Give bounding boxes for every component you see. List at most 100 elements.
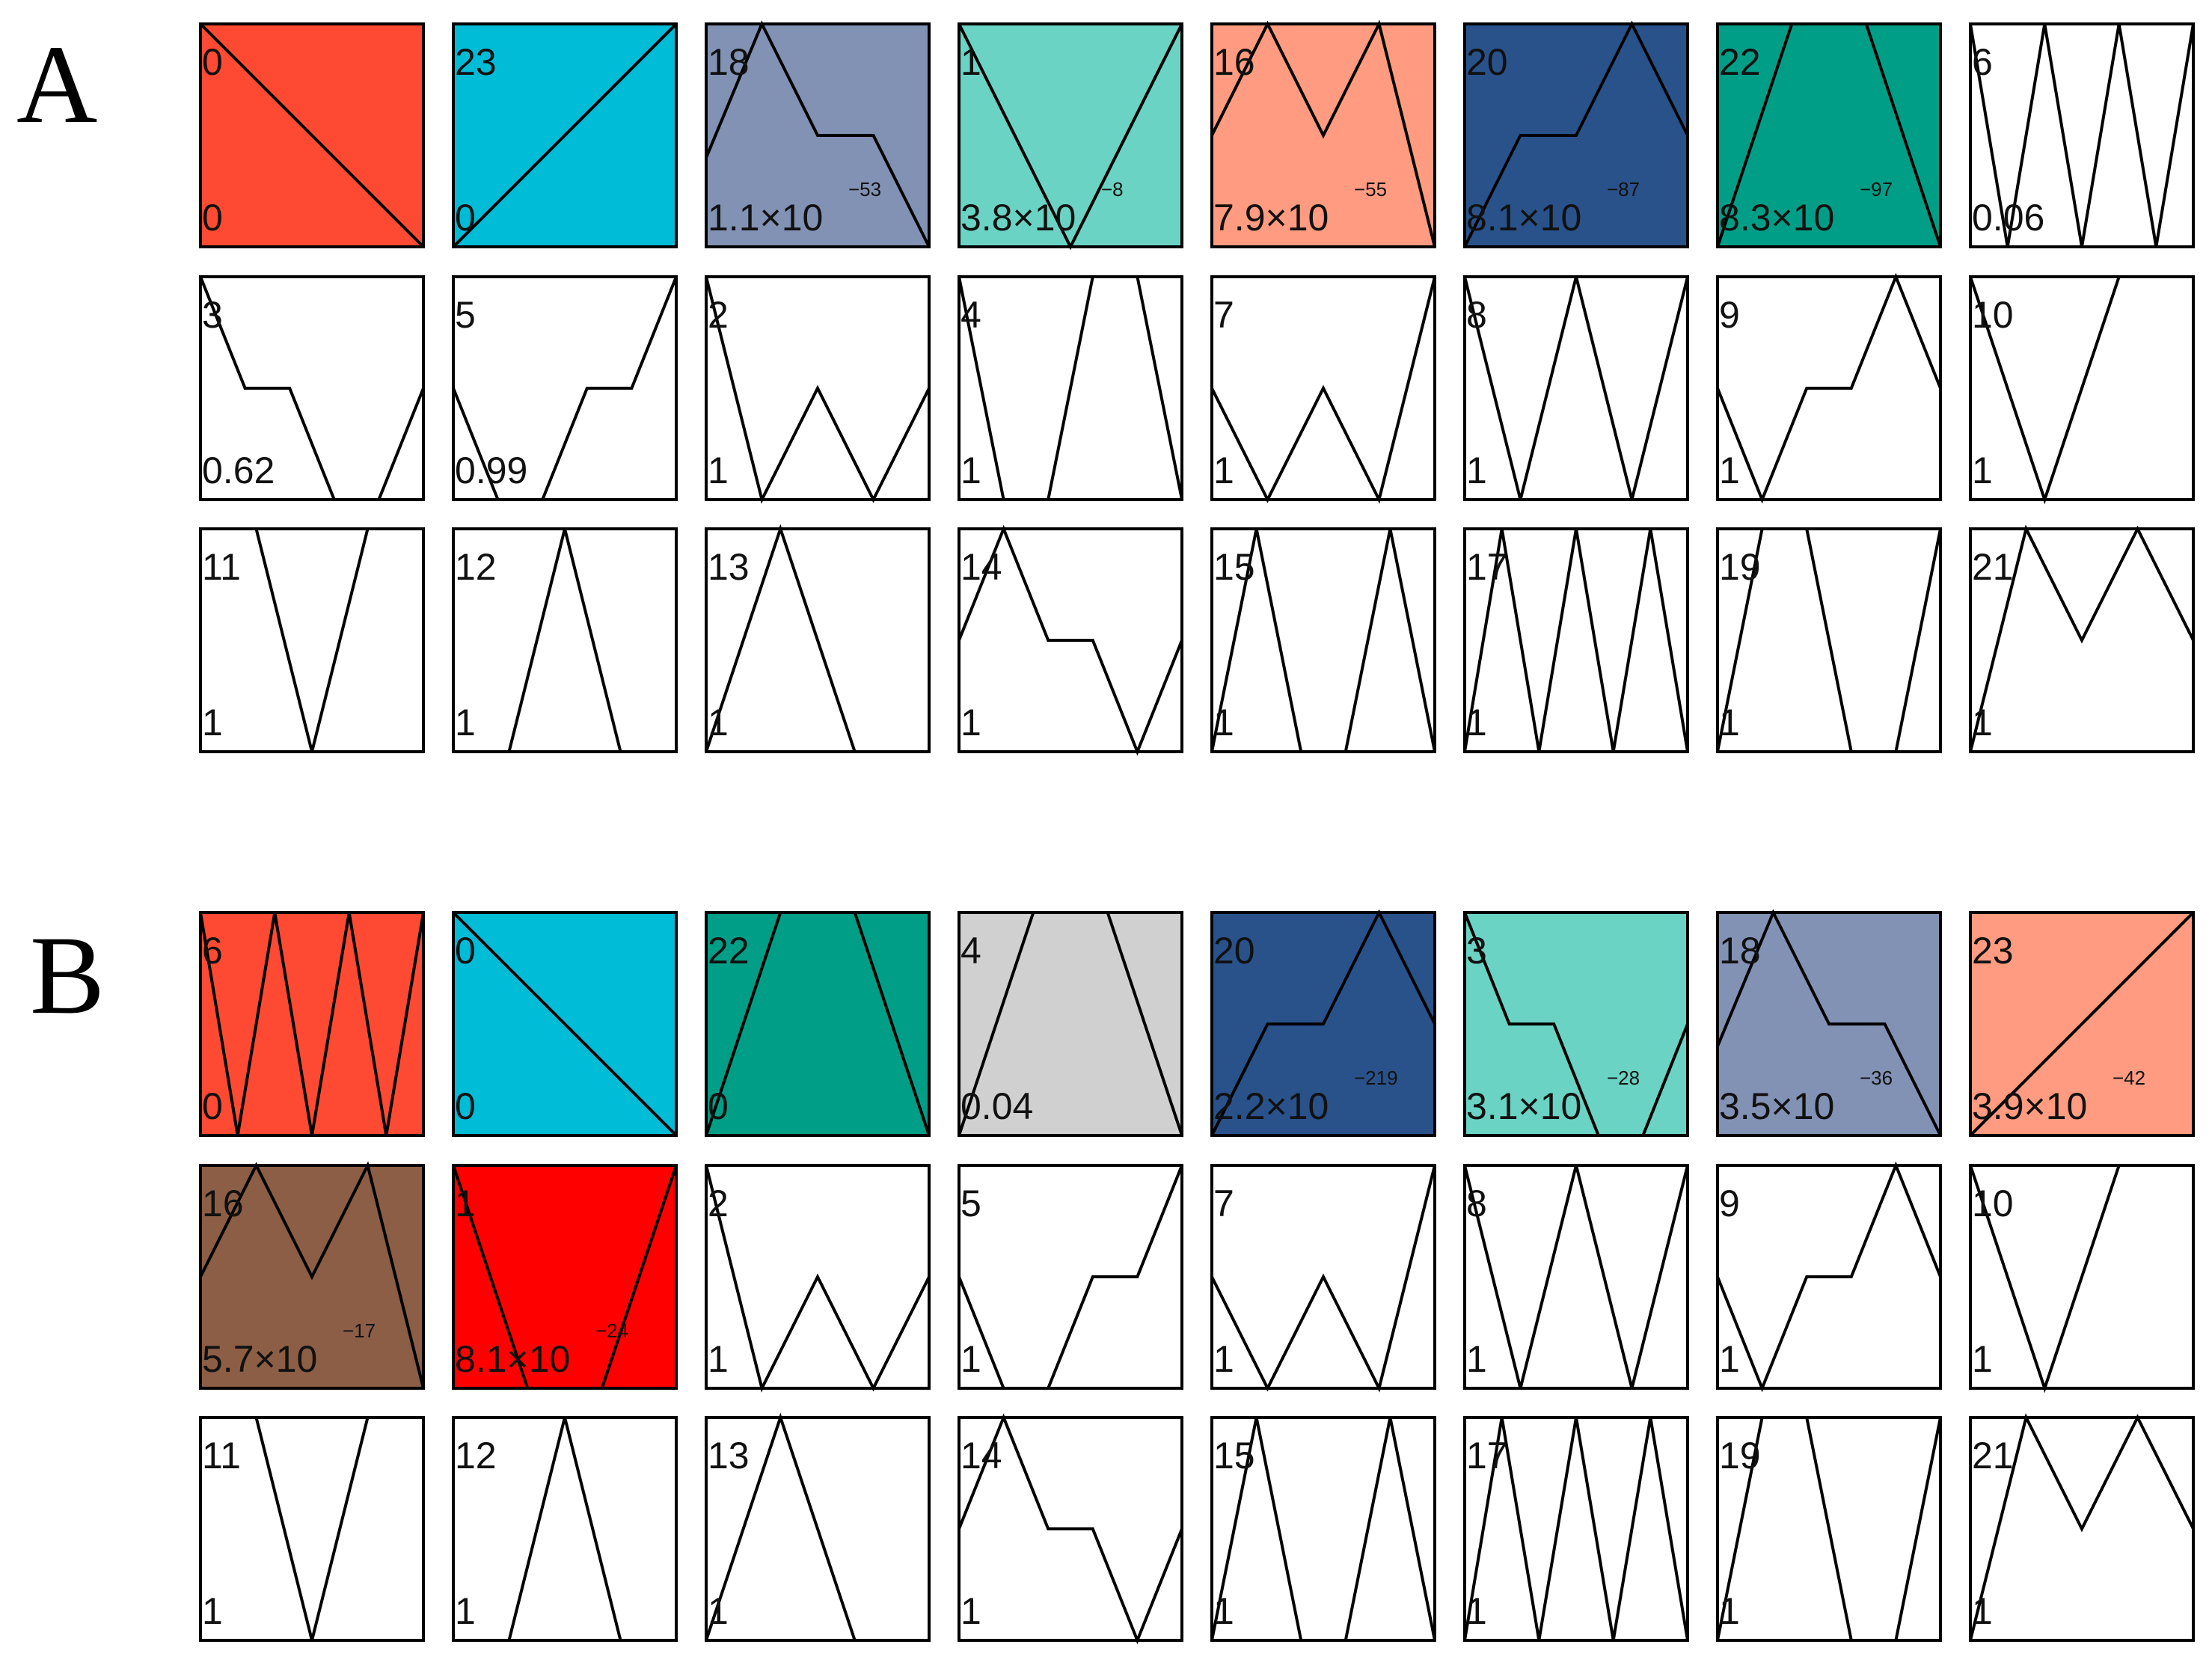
tile-p-value: 0.99 xyxy=(455,450,527,491)
motif-shape-line xyxy=(1210,19,1436,248)
tile-p-value: 1 xyxy=(455,702,476,743)
motif-tile: 14 1 xyxy=(958,524,1183,756)
tile-id-label: 14 xyxy=(961,546,1002,588)
motif-shape-line xyxy=(1969,23,2195,248)
tile-id-label: 13 xyxy=(708,1435,750,1477)
tile-p-value: 3.8×10 xyxy=(961,197,1076,239)
tile-id-label: 22 xyxy=(1719,41,1761,83)
motif-shape-line xyxy=(1210,276,1436,504)
motif-tile: 13 1 xyxy=(705,524,931,753)
motif-shape-line xyxy=(1210,1417,1436,1642)
tile-p-value: 1 xyxy=(1466,450,1487,491)
motif-shape-line xyxy=(958,23,1183,251)
motif-tile: 15 1 xyxy=(1210,527,1436,753)
tile-id-label: 19 xyxy=(1719,1435,1761,1477)
panel-letter-b: B xyxy=(30,913,105,1037)
tile-p-value: 1 xyxy=(202,1590,223,1632)
motif-tile: 111 xyxy=(199,527,425,753)
tile-p-value: 0 xyxy=(455,197,476,239)
tile-background xyxy=(199,275,425,501)
tile-id-label: 16 xyxy=(202,1183,244,1224)
tile-p-value: 7.9×10 xyxy=(1213,197,1329,239)
tile-id-label: 4 xyxy=(961,930,981,972)
motif-shape-line xyxy=(705,524,929,753)
motif-shape-line xyxy=(199,912,425,1136)
motif-tile: 10 1 xyxy=(1969,1164,2195,1393)
tile-id-label: 23 xyxy=(1972,930,2014,972)
tile-id-label: 22 xyxy=(708,930,750,972)
tile-p-value: 1 xyxy=(1719,702,1740,743)
motif-tile: 81 xyxy=(1463,1164,1689,1390)
tile-id-label: 0 xyxy=(202,41,223,83)
tile-id-label: 18 xyxy=(1719,930,1761,972)
motif-shape-line xyxy=(199,1161,425,1389)
tile-id-label: 9 xyxy=(1719,294,1740,336)
tile-background xyxy=(199,1416,425,1642)
tile-p-value: 1 xyxy=(202,702,223,743)
tile-id-label: 23 xyxy=(455,41,497,83)
tile-background xyxy=(452,527,678,753)
motif-shape-line xyxy=(1969,524,2195,752)
motif-tile: 15 1 xyxy=(1210,1416,1436,1642)
motif-tile: 60 xyxy=(199,911,425,1137)
motif-tile: 71 xyxy=(1210,275,1436,504)
motif-tile: 23 0 xyxy=(452,22,678,248)
tile-background xyxy=(199,527,425,753)
tile-p-value: 1 xyxy=(1972,1338,1993,1380)
tile-p-value: 8.1×10 xyxy=(455,1338,570,1380)
tile-grid: 00230181.1×10−5313.8×10−8167.9×10−55208.… xyxy=(199,19,2195,1645)
motif-tile: 40.04 xyxy=(958,911,1183,1137)
panel-letter-a: A xyxy=(16,22,97,147)
tile-background xyxy=(1969,22,2195,248)
tile-p-value: 5.7×10 xyxy=(202,1338,317,1380)
tile-p-value: 1 xyxy=(961,702,981,743)
tile-p-value: 1 xyxy=(708,450,729,491)
tile-id-label: 10 xyxy=(1972,294,2014,336)
motif-tile: 3 3.1×10 −28 xyxy=(1463,911,1689,1137)
motif-tile: 12 1 xyxy=(452,1416,678,1642)
motif-shape-line xyxy=(705,1412,929,1642)
tile-p-value: 1.1×10 xyxy=(708,197,823,239)
tile-id-label: 9 xyxy=(1719,1183,1740,1224)
motif-tile: 20 2.2×10 −219 xyxy=(1210,909,1436,1137)
tile-p-value: 1 xyxy=(1972,450,1993,491)
motif-tile: 111 xyxy=(199,1416,425,1642)
tile-id-label: 15 xyxy=(1213,1435,1255,1477)
tile-p-exponent: −55 xyxy=(1354,178,1387,200)
tile-id-label: 21 xyxy=(1972,1435,2014,1477)
motif-tile: 60.06 xyxy=(1969,22,2195,248)
motif-shape-line xyxy=(452,22,678,248)
tile-p-value: 1 xyxy=(1213,1590,1234,1632)
motif-shape-line xyxy=(1210,1165,1436,1393)
tile-p-value: 1 xyxy=(1213,450,1234,491)
motif-shape-line xyxy=(1463,1417,1689,1641)
motif-shape-line xyxy=(1969,275,2193,505)
motif-tile: 10 1 xyxy=(1969,275,2195,505)
motif-shape-line xyxy=(1463,20,1689,248)
tile-id-label: 17 xyxy=(1466,1435,1508,1477)
motif-tile: 71 xyxy=(1210,1164,1436,1393)
tile-p-value: 1 xyxy=(1972,702,1993,743)
tile-id-label: 21 xyxy=(1972,546,2014,588)
motif-tile: 00 xyxy=(199,22,425,248)
tile-p-exponent: −24 xyxy=(595,1319,628,1342)
tile-id-label: 2 xyxy=(708,1183,729,1224)
tile-id-label: 12 xyxy=(455,546,497,588)
motif-tile: 16 7.9×10 −55 xyxy=(1210,19,1436,248)
tile-p-value: 0.06 xyxy=(1972,197,2044,239)
tile-p-value: 1 xyxy=(1972,1590,1993,1632)
motif-tile: 19 1 xyxy=(1716,527,1942,753)
tile-id-label: 5 xyxy=(455,294,476,336)
tile-p-value: 1 xyxy=(1466,1590,1487,1632)
tile-p-exponent: −17 xyxy=(343,1319,376,1342)
tile-id-label: 7 xyxy=(1213,1183,1234,1224)
motif-tile: 12 1 xyxy=(452,527,678,753)
motif-shape-line xyxy=(1210,909,1436,1136)
motif-shape-line xyxy=(958,911,1183,1136)
tile-p-value: 1 xyxy=(708,702,729,743)
motif-tile: 21 xyxy=(705,1164,931,1393)
motif-shape-line xyxy=(1463,276,1689,500)
tile-p-value: 0 xyxy=(455,1085,476,1127)
motif-shape-line xyxy=(199,22,425,248)
tile-p-exponent: −28 xyxy=(1607,1067,1640,1089)
